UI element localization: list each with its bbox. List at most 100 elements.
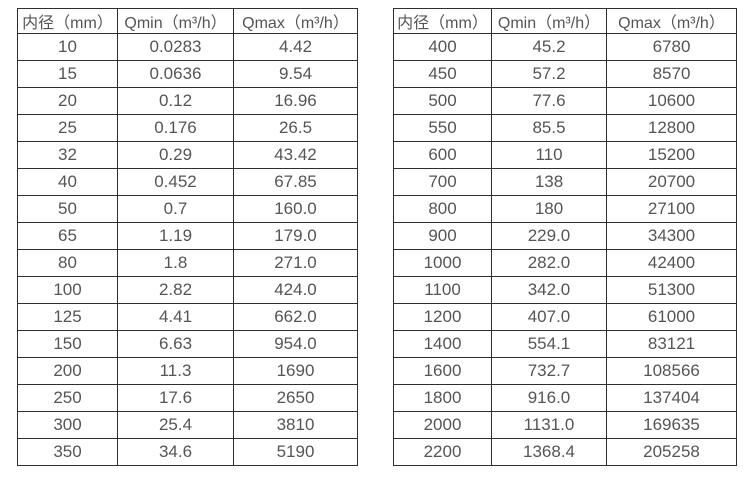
table-cell: 67.85 (233, 168, 358, 196)
table-cell: 4.41 (117, 303, 234, 331)
table-cell: 500 (393, 87, 492, 115)
table-cell: 732.7 (491, 357, 607, 385)
table-cell: 2000 (393, 411, 492, 439)
table-cell: 954.0 (233, 330, 358, 358)
table-cell: 65 (17, 222, 118, 250)
table-cell: 16.96 (233, 87, 358, 115)
table-cell: 32 (17, 141, 118, 169)
table-cell: 51300 (606, 276, 737, 304)
table-cell: 138 (491, 168, 607, 196)
table-cell: 205258 (606, 438, 737, 466)
table-header: 内径（mm） Qmin（m³/h） Qmax（m³/h） (393, 8, 737, 34)
table-row: 500 77.6 10600 (393, 87, 737, 115)
table-row: 50 0.7 160.0 (17, 195, 358, 223)
table-cell: 34.6 (117, 438, 234, 466)
table-cell: 57.2 (491, 60, 607, 88)
table-cell: 554.1 (491, 330, 607, 358)
table-row: 600 110 15200 (393, 141, 737, 169)
table-cell: 424.0 (233, 276, 358, 304)
table-cell: 450 (393, 60, 492, 88)
table-cell: 6780 (606, 33, 737, 61)
table-cell: 0.7 (117, 195, 234, 223)
table-cell: 1600 (393, 357, 492, 385)
table-row: 250 17.6 2650 (17, 384, 358, 412)
table-cell: 25.4 (117, 411, 234, 439)
table-cell: 400 (393, 33, 492, 61)
table-cell: 1800 (393, 384, 492, 412)
header-cell: 内径（mm） (17, 8, 118, 34)
header-cell: Qmax（m³/h） (606, 8, 737, 34)
table-cell: 40 (17, 168, 118, 196)
table-cell: 8570 (606, 60, 737, 88)
table-cell: 6.63 (117, 330, 234, 358)
table-row: 1000 282.0 42400 (393, 249, 737, 277)
table-cell: 27100 (606, 195, 737, 223)
table-cell: 110 (491, 141, 607, 169)
table-row: 20 0.12 16.96 (17, 87, 358, 115)
table-row: 15 0.0636 9.54 (17, 60, 358, 88)
header-row: 内径（mm） Qmin（m³/h） Qmax（m³/h） (17, 8, 358, 34)
table-cell: 160.0 (233, 195, 358, 223)
table-cell: 0.0283 (117, 33, 234, 61)
table-row: 400 45.2 6780 (393, 33, 737, 61)
table-cell: 1100 (393, 276, 492, 304)
table-cell: 0.29 (117, 141, 234, 169)
table-cell: 0.452 (117, 168, 234, 196)
table-cell: 83121 (606, 330, 737, 358)
header-cell: Qmin（m³/h） (491, 8, 607, 34)
table-cell: 4.42 (233, 33, 358, 61)
table-row: 1100 342.0 51300 (393, 276, 737, 304)
table-cell: 250 (17, 384, 118, 412)
table-row: 800 180 27100 (393, 195, 737, 223)
flow-table-large-diameters: 内径（mm） Qmin（m³/h） Qmax（m³/h） 400 45.2 6780 45… (393, 8, 737, 466)
table-cell: 1131.0 (491, 411, 607, 439)
table-cell: 137404 (606, 384, 737, 412)
table-row: 450 57.2 8570 (393, 60, 737, 88)
table-header: 内径（mm） Qmin（m³/h） Qmax（m³/h） (17, 8, 358, 34)
table-cell: 125 (17, 303, 118, 331)
flow-rate-spec-tables: 内径（mm） Qmin（m³/h） Qmax（m³/h） 10 0.0283 4.42 1… (17, 8, 737, 466)
table-cell: 350 (17, 438, 118, 466)
table-body: 400 45.2 6780 450 57.2 8570 500 77.6 10600 550 85.… (393, 33, 737, 466)
table-cell: 100 (17, 276, 118, 304)
table-cell: 407.0 (491, 303, 607, 331)
table-cell: 1400 (393, 330, 492, 358)
table-cell: 61000 (606, 303, 737, 331)
table-row: 200 11.3 1690 (17, 357, 358, 385)
table-cell: 108566 (606, 357, 737, 385)
table-cell: 43.42 (233, 141, 358, 169)
table-cell: 10 (17, 33, 118, 61)
table-row: 350 34.6 5190 (17, 438, 358, 466)
table-cell: 169635 (606, 411, 737, 439)
table-cell: 45.2 (491, 33, 607, 61)
table-row: 125 4.41 662.0 (17, 303, 358, 331)
table-cell: 42400 (606, 249, 737, 277)
table-cell: 662.0 (233, 303, 358, 331)
table-cell: 5190 (233, 438, 358, 466)
table-row: 700 138 20700 (393, 168, 737, 196)
table-cell: 0.12 (117, 87, 234, 115)
table-cell: 916.0 (491, 384, 607, 412)
table-cell: 282.0 (491, 249, 607, 277)
table-row: 100 2.82 424.0 (17, 276, 358, 304)
table-row: 32 0.29 43.42 (17, 141, 358, 169)
table-cell: 17.6 (117, 384, 234, 412)
table-cell: 80 (17, 249, 118, 277)
table-cell: 15200 (606, 141, 737, 169)
table-cell: 1368.4 (491, 438, 607, 466)
table-row: 1600 732.7 108566 (393, 357, 737, 385)
table-row: 2200 1368.4 205258 (393, 438, 737, 466)
table-cell: 50 (17, 195, 118, 223)
table-cell: 179.0 (233, 222, 358, 250)
table-cell: 12800 (606, 114, 737, 142)
table-row: 25 0.176 26.5 (17, 114, 358, 142)
table-cell: 0.0636 (117, 60, 234, 88)
header-row: 内径（mm） Qmin（m³/h） Qmax（m³/h） (393, 8, 737, 34)
table-row: 10 0.0283 4.42 (17, 33, 358, 61)
table-cell: 3810 (233, 411, 358, 439)
table-cell: 600 (393, 141, 492, 169)
table-cell: 20700 (606, 168, 737, 196)
table-cell: 85.5 (491, 114, 607, 142)
table-cell: 2200 (393, 438, 492, 466)
table-cell: 900 (393, 222, 492, 250)
